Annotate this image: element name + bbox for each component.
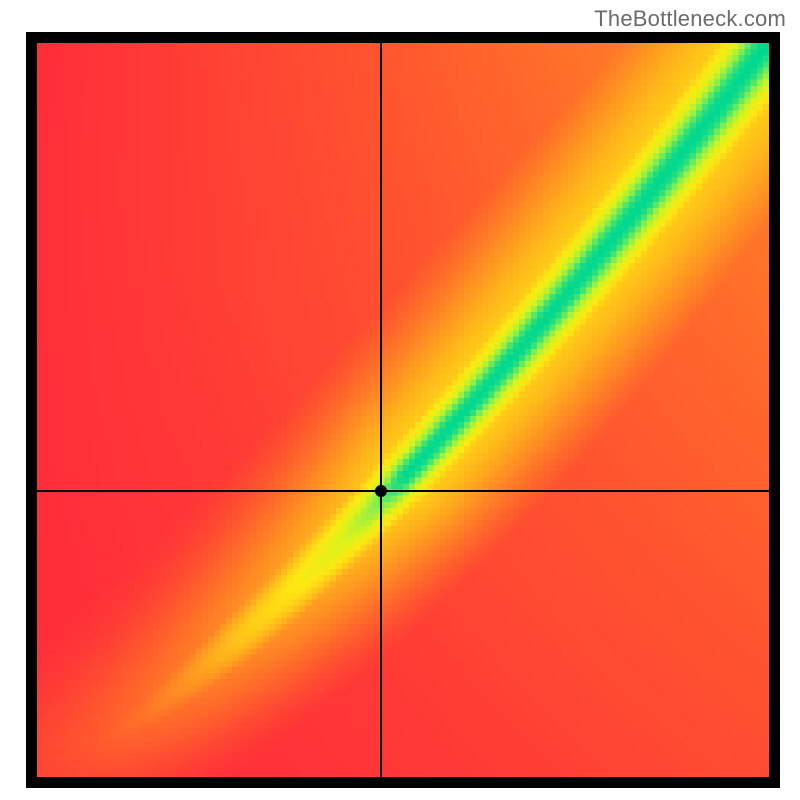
watermark-text: TheBottleneck.com: [594, 6, 786, 32]
crosshair-marker: [375, 485, 387, 497]
root-container: TheBottleneck.com: [0, 0, 800, 800]
crosshair-vertical: [380, 43, 382, 777]
crosshair-horizontal: [37, 490, 769, 492]
heatmap-canvas: [37, 43, 769, 777]
